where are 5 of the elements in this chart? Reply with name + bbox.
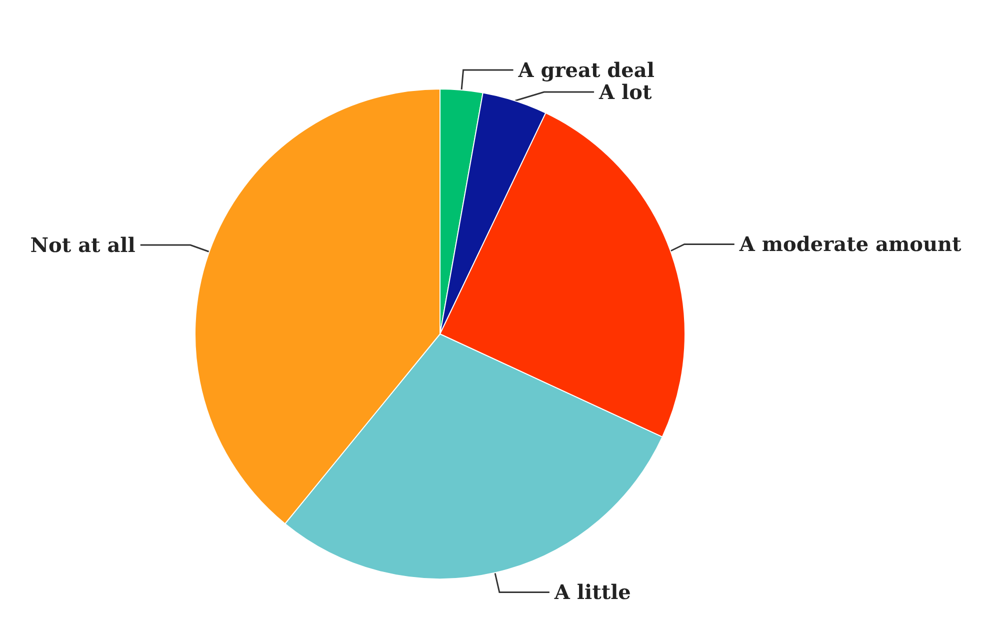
slice-label: A little	[553, 580, 631, 604]
slice-label: A moderate amount	[738, 232, 962, 256]
slice-label: A great deal	[517, 58, 655, 82]
slice-label: Not at all	[30, 233, 136, 258]
slice-label: A lot	[598, 80, 652, 104]
